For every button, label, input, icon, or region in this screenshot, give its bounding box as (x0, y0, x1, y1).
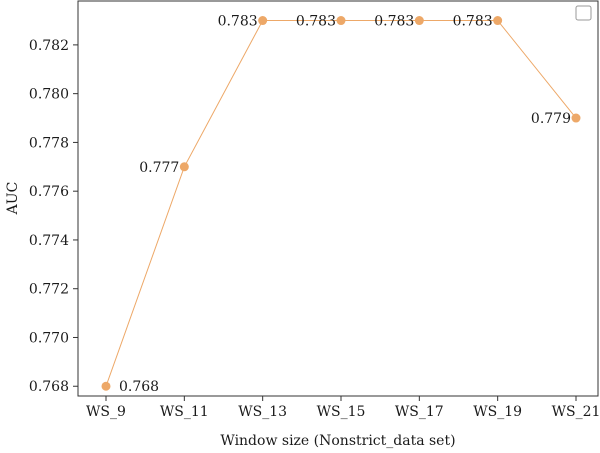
plot-frame (77, 0, 599, 397)
y-tick-label: 0.780 (29, 87, 69, 103)
data-point (179, 162, 189, 172)
data-point (414, 16, 424, 26)
data-label: 0.779 (531, 111, 571, 127)
y-tick-label: 0.772 (29, 282, 69, 298)
y-tick-label: 0.770 (29, 330, 69, 346)
x-tick-label: WS_21 (552, 404, 600, 420)
y-tick-label: 0.776 (29, 184, 69, 200)
x-tick-label: WS_15 (317, 404, 366, 420)
data-label: 0.768 (119, 379, 159, 395)
data-point (493, 16, 503, 26)
legend-box (575, 5, 592, 21)
data-point (336, 16, 346, 26)
x-tick-label: WS_9 (86, 404, 126, 420)
series-layer: 0.768 0.777 0.783 0.783 0.783 0.783 0.779 (101, 14, 581, 395)
data-label: 0.783 (453, 14, 493, 30)
y-tick-label: 0.768 (29, 379, 69, 395)
x-tick-label: WS_17 (395, 404, 444, 420)
data-label: 0.777 (139, 160, 179, 176)
data-point (101, 381, 111, 391)
y-axis-label: AUC (5, 182, 21, 216)
data-label: 0.783 (374, 14, 414, 30)
y-tick-label: 0.782 (29, 38, 69, 54)
y-tick-label: 0.778 (29, 135, 69, 151)
data-point (571, 113, 581, 123)
x-tick-label: WS_11 (160, 404, 209, 420)
y-axis-ticks: 0.768 0.770 0.772 0.774 0.776 0.778 0.780 0.782 (29, 38, 78, 395)
x-axis-label: Window size (Nonstrict_data set) (220, 433, 455, 449)
data-label: 0.783 (218, 14, 258, 30)
data-label: 0.783 (296, 14, 336, 30)
x-tick-label: WS_19 (473, 404, 522, 420)
x-tick-label: WS_13 (238, 404, 287, 420)
y-tick-label: 0.774 (29, 233, 69, 249)
x-axis-ticks: WS_9 WS_11 WS_13 WS_15 WS_17 WS_19 WS_21 (86, 396, 600, 420)
series-line (105, 20, 577, 387)
data-point (258, 16, 268, 26)
